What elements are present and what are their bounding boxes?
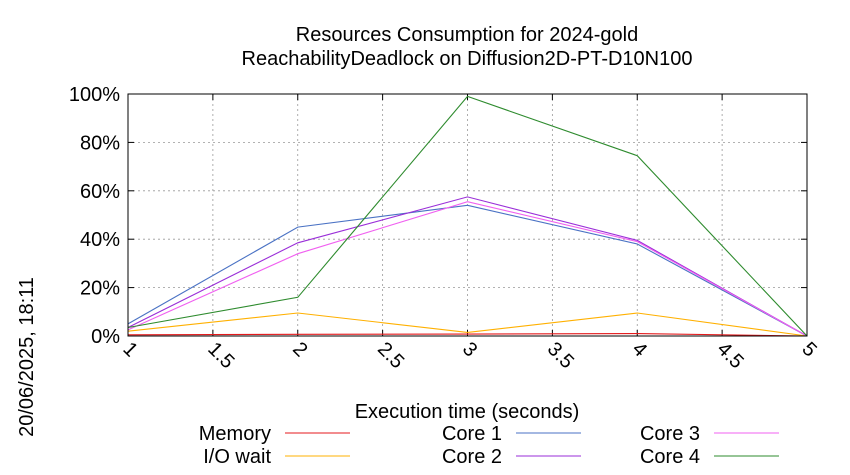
y-axis-ticks: 0% 20% 40% 60% 80% 100% [69, 84, 807, 348]
y-tick-label: 60% [80, 181, 120, 203]
grid [128, 94, 807, 336]
y-tick-label: 0% [91, 326, 120, 348]
plot-frame [127, 93, 808, 337]
x-axis-label: Execution time (seconds) [355, 401, 580, 423]
legend-label-core-4: Core 4 [640, 446, 700, 468]
series-line-i-o-wait [127, 312, 808, 337]
legend-label-core-3: Core 3 [640, 423, 700, 445]
series-line-core-2 [127, 196, 808, 337]
legend-label-memory: Memory [199, 423, 271, 445]
series-line-core-1 [127, 204, 808, 337]
x-tick-label: 2.5 [373, 338, 408, 373]
chart-title-line-2: ReachabilityDeadlock on Diffusion2D-PT-D… [242, 48, 693, 70]
y-tick-label: 40% [80, 229, 120, 251]
series-line-memory [127, 333, 808, 337]
x-tick-label: 4 [628, 338, 651, 361]
series-line-core-3 [127, 201, 808, 337]
y-tick-label: 100% [69, 84, 120, 106]
x-tick-label: 4.5 [713, 338, 748, 373]
x-tick-label: 2 [288, 338, 311, 361]
series-line-core-4 [127, 95, 808, 337]
x-tick-label: 5 [797, 338, 820, 361]
x-tick-label: 1.5 [203, 338, 238, 373]
timestamp: 20/06/2025, 18:11 [16, 277, 38, 437]
series-lines [127, 95, 808, 337]
x-tick-label: 1 [118, 338, 141, 361]
legend-label-i-o-wait: I/O wait [203, 446, 271, 468]
x-tick-label: 3 [458, 338, 481, 361]
chart-title-line-1: Resources Consumption for 2024-gold [296, 24, 638, 46]
y-tick-label: 20% [80, 278, 120, 300]
x-axis-ticks: 1 1.5 2 2.5 3 3.5 4 4.5 5 [118, 94, 821, 373]
y-tick-label: 80% [80, 132, 120, 154]
legend-label-core-2: Core 2 [442, 446, 502, 468]
legend-label-core-1: Core 1 [442, 423, 502, 445]
x-tick-label: 3.5 [543, 338, 578, 373]
